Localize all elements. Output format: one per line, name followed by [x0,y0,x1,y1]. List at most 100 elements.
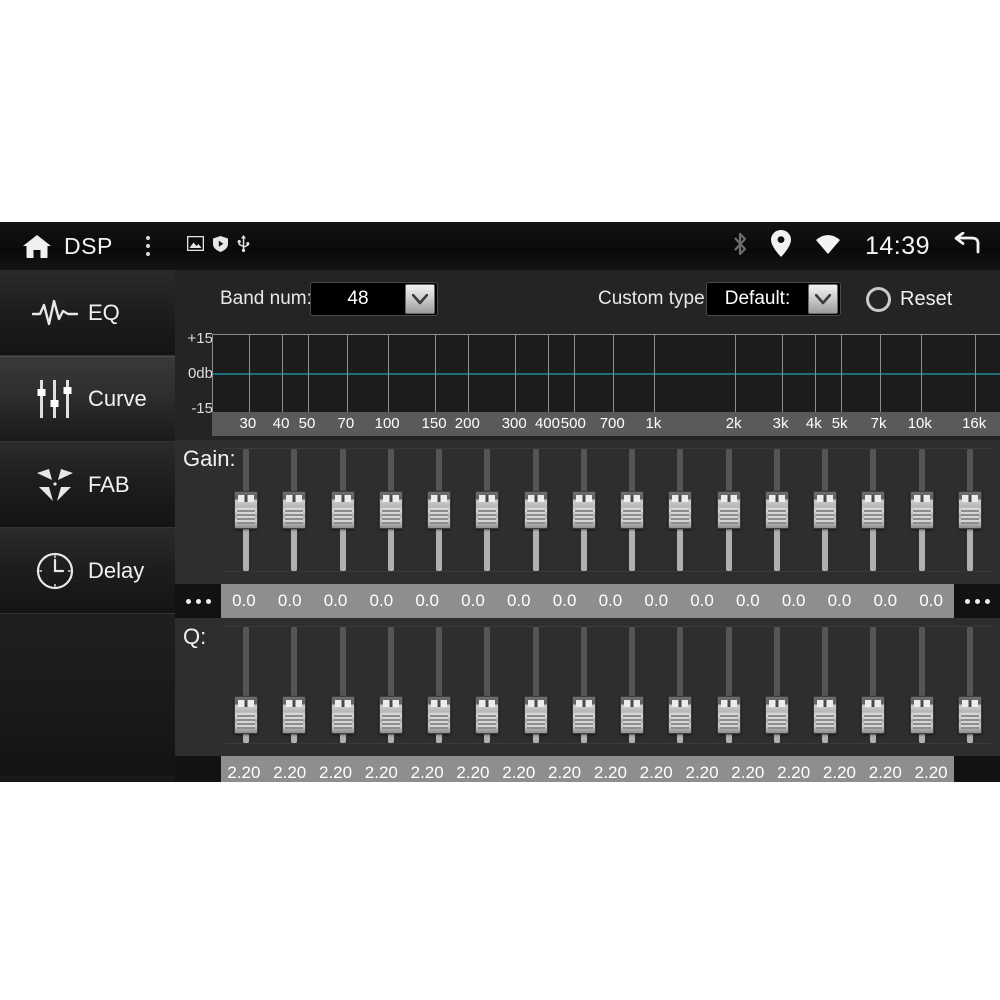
slider-guide-line [222,743,994,744]
slider-thumb[interactable] [861,696,886,734]
dsp-app-screen: DSP [0,222,1000,782]
gain-value-cell: 0.0 [827,591,852,610]
band-num-label: Band num: [220,288,312,309]
slider-thumb[interactable] [764,696,789,734]
slider-thumb[interactable] [620,696,645,734]
slider-track-lower [870,510,877,572]
slider-handle[interactable] [813,448,838,572]
slider-handle[interactable] [620,626,645,744]
chevron-down-icon[interactable] [808,284,838,314]
slider-handle[interactable] [764,448,789,572]
slider-handle[interactable] [764,626,789,744]
slider-thumb[interactable] [909,491,934,529]
more-options-left-button-q[interactable] [175,756,221,782]
gain-slider-group[interactable] [222,448,994,576]
slider-thumb[interactable] [957,696,982,734]
slider-thumb[interactable] [378,696,403,734]
slider-thumb[interactable] [716,491,741,529]
sidebar-item-eq[interactable]: EQ [0,270,175,356]
more-options-right-button[interactable] [954,584,1000,618]
slider-thumb[interactable] [427,491,452,529]
slider-handle[interactable] [571,626,596,744]
slider-handle[interactable] [523,626,548,744]
slider-thumb[interactable] [282,696,307,734]
slider-handle[interactable] [427,626,452,744]
wifi-icon[interactable] [813,232,843,260]
slider-thumb[interactable] [668,491,693,529]
slider-thumb[interactable] [909,696,934,734]
slider-thumb[interactable] [234,696,259,734]
slider-handle[interactable] [861,448,886,572]
slider-thumb[interactable] [620,491,645,529]
more-options-left-button[interactable] [175,584,221,618]
slider-handle[interactable] [571,448,596,572]
slider-thumb[interactable] [475,491,500,529]
slider-thumb[interactable] [813,491,838,529]
clock-icon [32,552,78,590]
slider-thumb[interactable] [668,696,693,734]
slider-thumb[interactable] [330,696,355,734]
slider-handle[interactable] [378,448,403,572]
slider-thumb[interactable] [716,696,741,734]
location-pin-icon[interactable] [770,230,791,262]
slider-thumb[interactable] [957,491,982,529]
slider-handle[interactable] [234,448,259,572]
chevron-down-icon[interactable] [405,284,435,314]
reset-button[interactable]: Reset [866,286,952,312]
slider-handle[interactable] [330,626,355,744]
sidebar-item-delay[interactable]: Delay [0,528,175,614]
slider-thumb[interactable] [234,491,259,529]
slider-handle[interactable] [909,448,934,572]
slider-handle[interactable] [475,626,500,744]
slider-handle[interactable] [330,448,355,572]
back-arrow-icon[interactable] [952,231,980,261]
slider-thumb-grip [719,508,738,524]
slider-handle[interactable] [957,626,982,744]
more-options-right-button-q[interactable] [954,756,1000,782]
slider-handle[interactable] [668,448,693,572]
slider-thumb[interactable] [571,696,596,734]
chart-plot-area[interactable] [212,334,1000,412]
slider-thumb[interactable] [427,696,452,734]
band-num-select[interactable]: 48 [310,282,438,316]
kebab-menu-icon[interactable] [135,236,161,256]
slider-handle[interactable] [427,448,452,572]
q-value-cell: 2.20 [410,763,444,782]
slider-handle[interactable] [282,448,307,572]
slider-thumb[interactable] [571,491,596,529]
slider-track-lower [387,510,394,572]
home-icon[interactable] [22,233,52,259]
slider-thumb-grip [237,713,256,729]
slider-thumb[interactable] [378,491,403,529]
slider-handle[interactable] [813,626,838,744]
slider-handle[interactable] [909,626,934,744]
slider-thumb[interactable] [523,491,548,529]
slider-handle[interactable] [523,448,548,572]
sidebar-item-fab[interactable]: FAB [0,442,175,528]
slider-thumb[interactable] [764,491,789,529]
slider-thumb[interactable] [282,491,307,529]
slider-handle[interactable] [620,448,645,572]
eq-curve-chart[interactable]: +15 0db -15 30 40 50 70 100 150 200 300 400 500 70… [175,328,1000,440]
slider-handle[interactable] [668,626,693,744]
slider-handle[interactable] [861,626,886,744]
bluetooth-icon[interactable] [731,231,749,262]
slider-thumb[interactable] [475,696,500,734]
slider-thumb-grip [912,713,931,729]
sidebar-item-curve[interactable]: Curve [0,356,175,442]
custom-type-select[interactable]: Default: [706,282,841,316]
slider-handle[interactable] [475,448,500,572]
slider-handle[interactable] [957,448,982,572]
slider-handle[interactable] [716,626,741,744]
slider-handle[interactable] [716,448,741,572]
slider-handle[interactable] [234,626,259,744]
slider-thumb[interactable] [861,491,886,529]
slider-thumb-grip [816,713,835,729]
slider-thumb[interactable] [813,696,838,734]
chart-gridline [840,335,842,412]
slider-handle[interactable] [378,626,403,744]
slider-thumb[interactable] [523,696,548,734]
slider-thumb[interactable] [330,491,355,529]
slider-handle[interactable] [282,626,307,744]
q-slider-group[interactable] [222,626,994,748]
